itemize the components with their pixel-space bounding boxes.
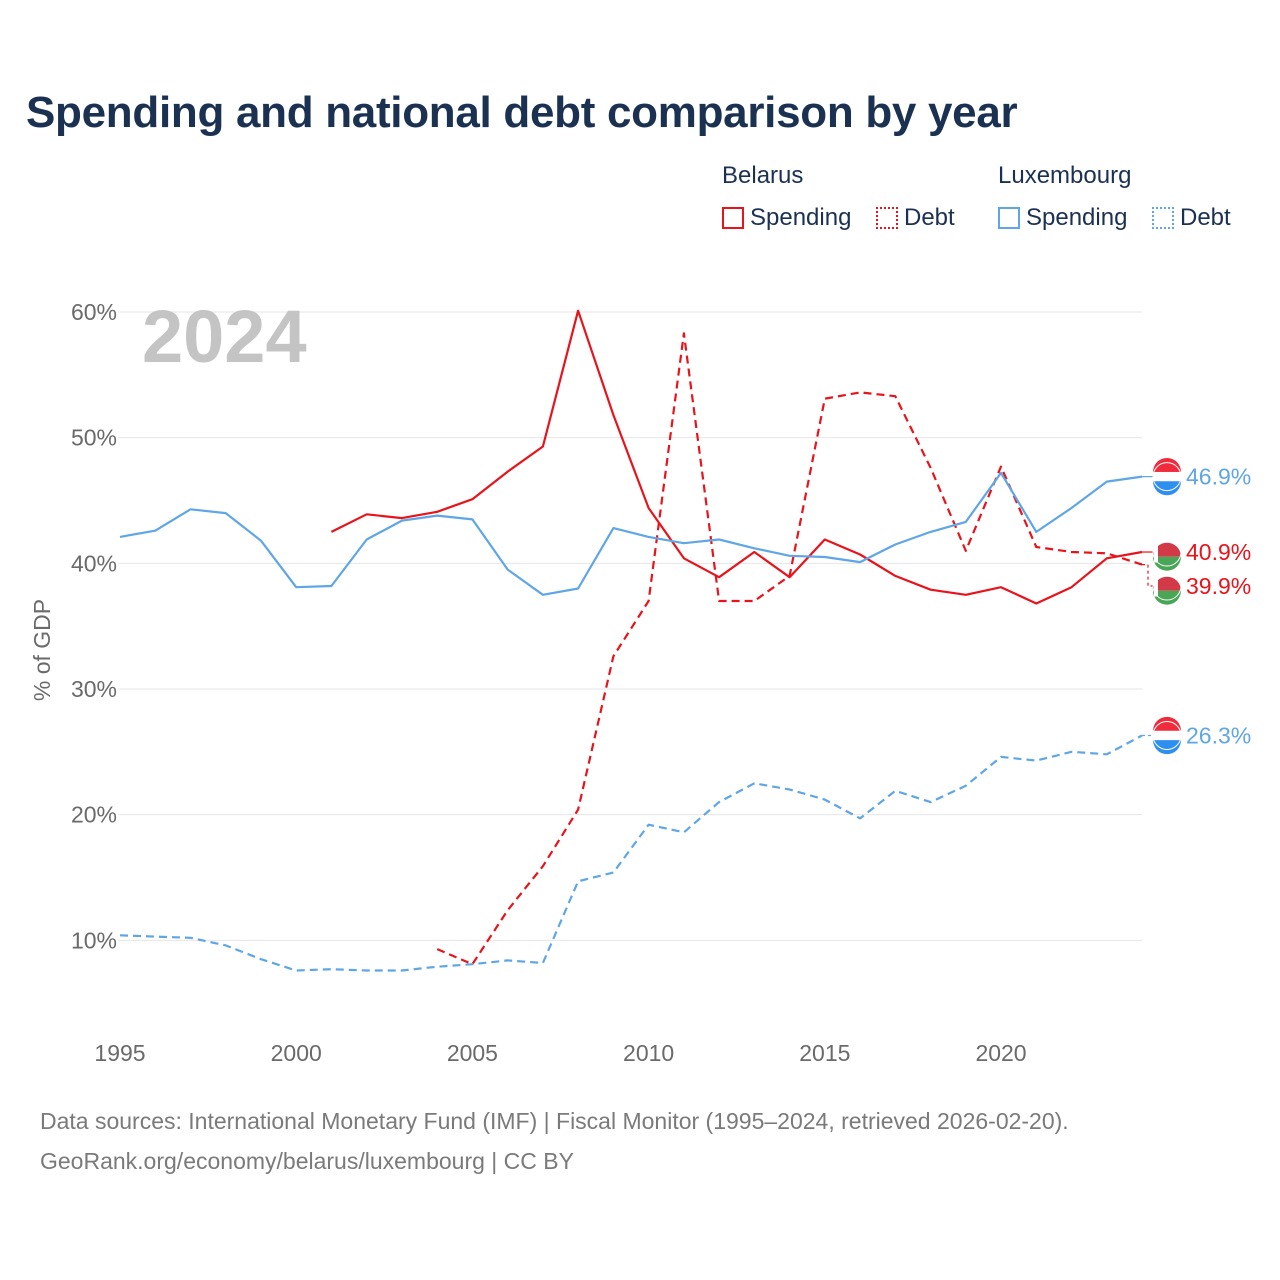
y-axis-label: % of GDP [29, 599, 55, 701]
legend-swatch-solid-icon [998, 207, 1020, 229]
x-tick-label: 2010 [623, 1040, 674, 1066]
legend-label: Debt [1180, 204, 1231, 231]
belarus-spending-end-label: 40.9% [1186, 539, 1251, 565]
legend-belarus-title: Belarus [722, 162, 804, 189]
legend-label: Spending [1026, 204, 1128, 231]
x-tick-label: 2000 [271, 1040, 322, 1066]
luxembourg-spending-line[interactable] [119, 471, 1143, 596]
footer-sources: Data sources: International Monetary Fun… [40, 1108, 1069, 1134]
y-tick-label: 40% [71, 550, 117, 576]
grid-lines [118, 311, 1142, 941]
belarus-debt-line[interactable] [436, 332, 1143, 966]
belarus-flag-icon [1152, 537, 1182, 571]
legend-swatch-dotted-icon [1152, 207, 1174, 229]
legend-luxembourg-debt[interactable]: Debt [1152, 203, 1231, 233]
belarus-debt-end-label: 39.9% [1186, 573, 1251, 599]
legend-luxembourg-title: Luxembourg [998, 162, 1132, 189]
luxembourg-debt-line[interactable] [119, 734, 1143, 972]
year-watermark: 2024 [142, 295, 307, 378]
x-tick-label: 2015 [799, 1040, 850, 1066]
footer-attribution[interactable]: GeoRank.org/economy/belarus/luxembourg |… [40, 1148, 574, 1174]
luxembourg-flag-icon [1152, 457, 1182, 496]
luxembourg-debt-end-label: 26.3% [1186, 722, 1251, 748]
legend-label: Spending [750, 204, 852, 231]
luxembourg-flag-icon [1152, 716, 1182, 755]
line-chart: 2024 % of GDP 10% 20% 30% 40% 50% 60% 1995 2000… [29, 295, 1251, 1066]
legend-swatch-dotted-icon [876, 207, 898, 229]
belarus-debt-leader-line [1142, 563, 1153, 587]
legend-luxembourg-spending[interactable]: Spending [998, 203, 1127, 233]
y-tick-label: 10% [71, 927, 117, 953]
y-tick-label: 30% [71, 676, 117, 702]
legend-swatch-solid-icon [722, 207, 744, 229]
y-tick-label: 20% [71, 802, 117, 828]
y-tick-label: 50% [71, 425, 117, 451]
y-tick-label: 60% [71, 299, 117, 325]
end-markers: 46.9% 40.9% 39.9% 26.3% [1142, 457, 1251, 755]
luxembourg-spending-end-label: 46.9% [1186, 464, 1251, 490]
legend-label: Debt [904, 204, 955, 231]
belarus-flag-icon [1152, 571, 1182, 605]
x-tick-label: 2005 [447, 1040, 498, 1066]
belarus-spending-line[interactable] [330, 309, 1143, 605]
legend-belarus-spending[interactable]: Spending [722, 203, 851, 233]
chart-title: Spending and national debt comparison by… [26, 88, 1018, 137]
x-tick-label: 1995 [94, 1040, 145, 1066]
x-tick-label: 2020 [975, 1040, 1026, 1066]
legend-belarus-debt[interactable]: Debt [876, 203, 955, 233]
series-lines [119, 309, 1143, 972]
axis-ticks: 10% 20% 30% 40% 50% 60% 1995 2000 2005 2010 2015 20… [71, 299, 1027, 1066]
